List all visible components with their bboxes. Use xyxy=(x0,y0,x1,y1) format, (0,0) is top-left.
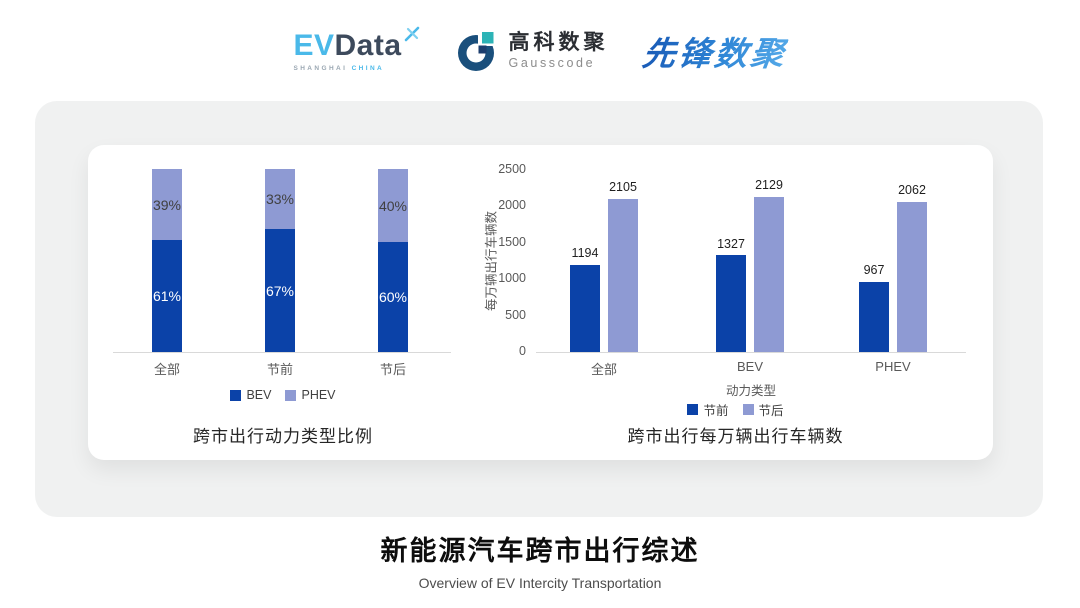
category-label: PHEV xyxy=(875,359,911,374)
main-subtitle: Overview of EV Intercity Transportation xyxy=(418,575,662,591)
evdata-logo: EV Data SHANGHAI CHINA xyxy=(293,26,420,72)
category-label: BEV xyxy=(736,359,763,374)
legend-swatch xyxy=(687,404,699,415)
legend-label: 节前 xyxy=(703,404,729,418)
legend-before-after: 节前 节后 xyxy=(478,400,993,419)
x-axis-label: 动力类型 xyxy=(725,384,776,398)
legend-swatch xyxy=(230,389,242,401)
footer: 新能源汽车跨市出行综述 Overview of EV Intercity Tra… xyxy=(0,529,1080,591)
y-axis-label: 每万辆出行车辆数 xyxy=(484,210,499,312)
bar-节前 xyxy=(859,281,889,352)
evdata-data-text: Data xyxy=(334,28,402,62)
legend-label: PHEV xyxy=(301,388,336,402)
bar-value-label: 1194 xyxy=(571,246,599,261)
gausscode-mark-icon xyxy=(457,28,500,71)
gausscode-en-text: Gausscode xyxy=(508,55,596,70)
content-panel: 61% 39% 67% 33% 60% 40% BEV PHEV 跨市出行动力类型比例 全部… xyxy=(35,101,1043,517)
legend-item: PHEV xyxy=(285,388,336,402)
legend-swatch xyxy=(285,389,297,401)
bar-节后 xyxy=(608,198,638,352)
gausscode-logo: 高科数聚 Gausscode xyxy=(455,28,609,74)
bar-value-label: 2105 xyxy=(609,180,637,195)
bar-segment-bev: 67% xyxy=(265,229,295,352)
chart-title-right: 跨市出行每万辆出行车辆数 xyxy=(627,427,844,446)
y-tick-label: 1000 xyxy=(498,271,526,286)
figure-trips-per-10k: 每万辆出行车辆数 0 500 1000 1500 2000 2500 1194 2105 132… xyxy=(478,145,993,460)
gausscode-cn-text: 高科数聚 xyxy=(508,31,609,55)
y-tick-label: 2000 xyxy=(498,198,526,213)
evdata-ev-text: EV xyxy=(293,28,335,62)
legend-item: BEV xyxy=(230,388,271,402)
grouped-bar-plot: 每万辆出行车辆数 0 500 1000 1500 2000 2500 1194 2105 132… xyxy=(485,162,966,358)
bar-value-label: 967 xyxy=(863,262,885,277)
gausscode-wordmark: 高科数聚 Gausscode xyxy=(508,31,609,70)
bar-节后 xyxy=(897,201,927,352)
evdata-wordmark: EV Data xyxy=(293,26,420,62)
bar-value-label: 1327 xyxy=(717,236,745,251)
legend-power-type: BEV PHEV xyxy=(88,388,478,402)
chart-title-left: 跨市出行动力类型比例 xyxy=(193,427,373,446)
category-label: 节后 xyxy=(379,362,406,377)
bar-value-label: 2129 xyxy=(755,178,783,193)
figure-power-type-ratio: 61% 39% 67% 33% 60% 40% BEV PHEV 跨市出行动力类型比例 全部… xyxy=(88,145,478,460)
evdata-x-icon xyxy=(404,26,419,41)
bar-segment-phev: 40% xyxy=(378,169,408,243)
bar-segment-phev: 33% xyxy=(265,169,295,230)
bar-节后 xyxy=(754,197,784,352)
evdata-tagline-china: CHINA xyxy=(351,64,385,72)
evdata-tagline: SHANGHAI CHINA xyxy=(293,65,384,72)
legend-label: BEV xyxy=(246,388,272,402)
y-tick-label: 0 xyxy=(519,344,526,358)
bar-segment-bev: 61% xyxy=(152,240,182,352)
category-label: 全部 xyxy=(590,362,617,377)
y-tick-label: 1500 xyxy=(498,234,526,249)
xianfeng-logo: 先锋数聚 xyxy=(640,27,790,75)
legend-label: 节后 xyxy=(758,404,784,418)
evdata-tagline-shanghai: SHANGHAI xyxy=(293,64,348,72)
bar-value-label: 2062 xyxy=(898,183,926,198)
category-label: 节前 xyxy=(266,362,293,377)
legend-item: 节前 xyxy=(687,400,729,419)
bar-segment-bev: 60% xyxy=(378,242,408,352)
main-title: 新能源汽车跨市出行综述 xyxy=(380,536,700,566)
bar-节前 xyxy=(716,255,746,352)
category-label: 全部 xyxy=(153,362,180,377)
y-tick-label: 2500 xyxy=(498,162,526,176)
bar-节前 xyxy=(570,265,600,352)
y-tick-label: 500 xyxy=(505,307,526,322)
bar-segment-phev: 39% xyxy=(152,169,182,241)
charts-card: 61% 39% 67% 33% 60% 40% BEV PHEV 跨市出行动力类型比例 全部… xyxy=(88,145,993,460)
logo-header: EV Data SHANGHAI CHINA 高科数聚 Gau xyxy=(0,22,1080,80)
stacked-bar-plot: 61% 39% 67% 33% 60% 40% xyxy=(113,169,451,353)
legend-swatch xyxy=(742,404,754,415)
legend-item: 节后 xyxy=(742,400,784,419)
